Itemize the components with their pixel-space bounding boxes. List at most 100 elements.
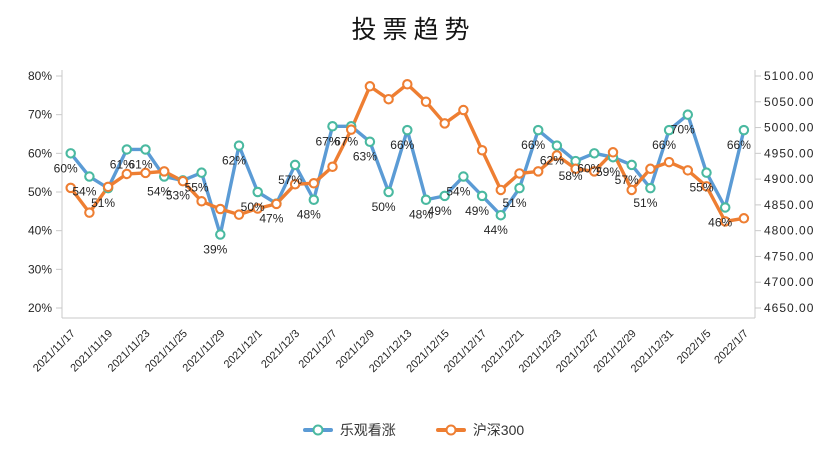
- data-point-optimistic[interactable]: [626, 159, 637, 171]
- data-point-optimistic[interactable]: [719, 202, 731, 213]
- data-point-csi300[interactable]: [364, 81, 376, 92]
- left-axis-tick-label: 80%: [28, 69, 52, 83]
- data-point-csi300[interactable]: [84, 207, 95, 218]
- data-point-optimistic[interactable]: [364, 136, 376, 147]
- legend-line-icon-optimistic: [302, 424, 333, 436]
- left-axis-tick-label: 50%: [28, 185, 52, 199]
- data-point-label: 66%: [652, 138, 676, 152]
- data-point-optimistic[interactable]: [65, 148, 76, 159]
- data-point-label: 57%: [615, 173, 639, 187]
- legend-item-optimistic[interactable]: 乐观看涨: [302, 420, 396, 440]
- data-point-label: 54%: [72, 185, 96, 199]
- data-point-optimistic[interactable]: [476, 190, 488, 202]
- right-axis-tick-label: 4750.00: [764, 249, 814, 263]
- data-point-optimistic[interactable]: [383, 186, 394, 198]
- data-point-csi300[interactable]: [458, 104, 469, 116]
- data-point-csi300[interactable]: [196, 196, 207, 207]
- data-point-label: 51%: [502, 196, 526, 210]
- data-point-csi300[interactable]: [252, 203, 263, 214]
- data-point-optimistic[interactable]: [121, 144, 133, 155]
- data-point-csi300[interactable]: [158, 166, 170, 177]
- data-point-csi300[interactable]: [495, 184, 507, 196]
- data-point-label: 55%: [185, 181, 209, 195]
- legend-marker-icon-csi300: [445, 424, 457, 436]
- left-axis-tick-label: 30%: [28, 262, 52, 276]
- data-point-csi300[interactable]: [589, 166, 600, 177]
- right-axis-tick-label: 5100.00: [764, 69, 814, 83]
- data-point-optimistic[interactable]: [140, 144, 151, 155]
- data-point-optimistic[interactable]: [551, 140, 563, 151]
- data-point-csi300[interactable]: [607, 147, 619, 158]
- data-point-optimistic[interactable]: [701, 167, 712, 178]
- left-axis-tick-label: 60%: [28, 146, 52, 160]
- data-point-csi300[interactable]: [682, 165, 694, 176]
- data-point-csi300[interactable]: [738, 213, 750, 224]
- data-point-csi300[interactable]: [233, 209, 245, 220]
- data-point-csi300[interactable]: [532, 166, 544, 177]
- legend-item-csi300[interactable]: 沪深300: [435, 420, 524, 440]
- data-point-optimistic[interactable]: [308, 194, 320, 205]
- data-point-optimistic[interactable]: [420, 194, 432, 205]
- data-point-label: 67%: [315, 134, 339, 148]
- data-point-optimistic[interactable]: [532, 124, 544, 136]
- data-point-optimistic[interactable]: [402, 124, 413, 136]
- data-point-label: 70%: [671, 123, 695, 137]
- data-point-label: 55%: [689, 181, 713, 195]
- legend-label-optimistic: 乐观看涨: [339, 422, 396, 438]
- data-point-csi300[interactable]: [65, 182, 76, 194]
- data-point-csi300[interactable]: [626, 184, 637, 196]
- data-point-label: 50%: [372, 200, 396, 214]
- data-point-csi300[interactable]: [551, 150, 563, 161]
- data-point-optimistic[interactable]: [645, 182, 656, 194]
- data-point-label: 62%: [222, 154, 246, 168]
- data-point-optimistic[interactable]: [589, 148, 600, 159]
- data-point-csi300[interactable]: [102, 181, 114, 193]
- data-point-optimistic[interactable]: [458, 171, 469, 182]
- data-point-csi300[interactable]: [327, 161, 338, 172]
- data-point-csi300[interactable]: [514, 168, 525, 179]
- data-point-optimistic[interactable]: [738, 124, 750, 136]
- data-point-optimistic[interactable]: [439, 190, 450, 202]
- data-point-csi300[interactable]: [476, 144, 488, 156]
- data-point-optimistic[interactable]: [215, 229, 226, 240]
- data-point-label: 48%: [297, 208, 321, 222]
- data-point-optimistic[interactable]: [495, 209, 507, 221]
- data-point-label: 51%: [91, 196, 115, 210]
- right-axis-tick-label: 4950.00: [764, 146, 814, 160]
- data-point-csi300[interactable]: [383, 93, 394, 105]
- data-point-csi300[interactable]: [177, 175, 189, 187]
- data-point-optimistic[interactable]: [289, 159, 301, 171]
- data-point-optimistic[interactable]: [233, 140, 245, 151]
- data-point-optimistic[interactable]: [663, 124, 675, 136]
- data-point-optimistic[interactable]: [196, 167, 207, 178]
- data-point-optimistic[interactable]: [514, 182, 525, 194]
- data-point-optimistic[interactable]: [327, 121, 338, 132]
- data-point-csi300[interactable]: [663, 156, 675, 168]
- x-axis-date-label: 2022/1/5: [675, 328, 714, 367]
- data-point-label: 61%: [128, 157, 152, 171]
- data-point-csi300[interactable]: [402, 78, 413, 90]
- data-point-label: 51%: [633, 196, 657, 210]
- data-point-csi300[interactable]: [308, 177, 320, 189]
- data-point-csi300[interactable]: [719, 216, 731, 227]
- data-point-csi300[interactable]: [701, 181, 712, 192]
- data-point-label: 59%: [596, 165, 620, 179]
- data-point-optimistic[interactable]: [84, 171, 95, 182]
- data-point-csi300[interactable]: [345, 124, 357, 135]
- data-point-csi300[interactable]: [289, 179, 301, 190]
- data-point-csi300[interactable]: [271, 198, 282, 210]
- data-point-label: 61%: [110, 157, 134, 171]
- data-point-csi300[interactable]: [645, 163, 656, 175]
- data-point-csi300[interactable]: [215, 203, 226, 215]
- data-point-optimistic[interactable]: [682, 109, 694, 120]
- data-point-csi300[interactable]: [439, 118, 450, 129]
- data-point-optimistic[interactable]: [252, 186, 263, 198]
- data-point-csi300[interactable]: [570, 163, 581, 175]
- chart-title: 投票趋势: [351, 17, 476, 44]
- left-axis-tick-label: 20%: [28, 301, 52, 315]
- data-point-label: 49%: [428, 204, 452, 218]
- data-point-csi300[interactable]: [121, 168, 133, 180]
- data-point-csi300[interactable]: [140, 167, 151, 179]
- data-point-csi300[interactable]: [420, 96, 432, 108]
